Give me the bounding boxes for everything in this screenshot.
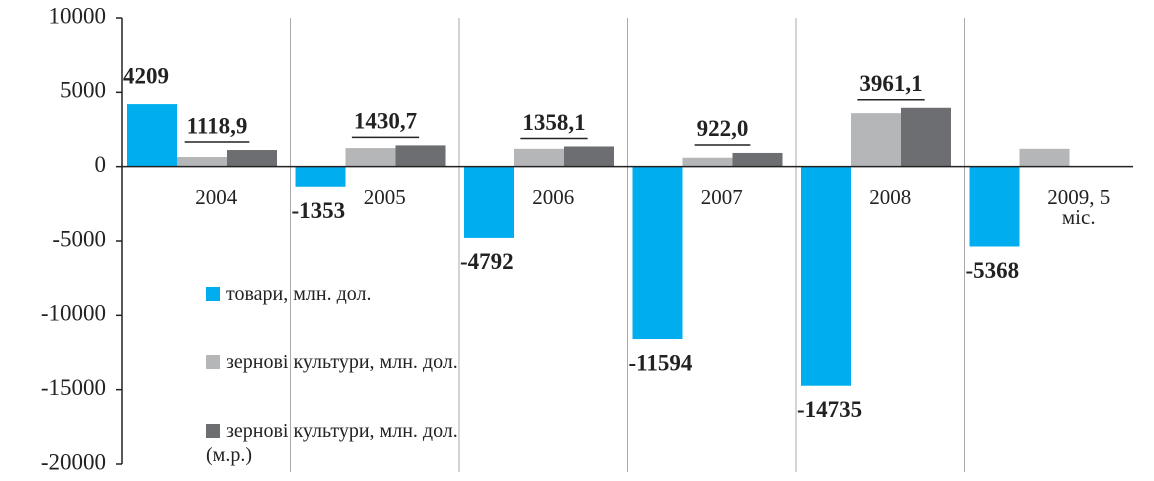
x-tick-label: 2008 — [869, 184, 912, 209]
bar — [345, 148, 396, 167]
y-tick-label: 0 — [95, 152, 107, 177]
y-tick-label: -5000 — [52, 226, 106, 251]
bar — [514, 148, 564, 167]
legend-item: товари, млн. дол. — [206, 282, 606, 306]
legend-label: зернові культури, млн. дол. (м.р.) — [206, 420, 458, 466]
legend-label: товари, млн. дол. — [226, 283, 372, 305]
legend-swatch — [206, 355, 220, 369]
value-label: 4209 — [123, 63, 169, 88]
bar — [464, 166, 514, 238]
value-label: -1353 — [292, 198, 346, 223]
bar — [682, 157, 733, 167]
x-tick-label: 2005 — [363, 184, 406, 209]
y-tick-label: 10000 — [49, 3, 107, 28]
y-tick-label: 5000 — [60, 78, 106, 103]
value-label: 1118,9 — [187, 113, 248, 138]
value-label: 1430,7 — [354, 109, 417, 134]
bar — [395, 145, 446, 167]
legend-item: зернові культури, млн. дол. — [206, 350, 606, 374]
bar — [177, 157, 227, 167]
legend-swatch — [206, 287, 220, 301]
legend-item: зернові культури, млн. дол. (м.р.) — [206, 419, 466, 467]
value-label: 3961,1 — [859, 71, 922, 96]
value-label: -14735 — [797, 397, 862, 422]
bar — [1019, 148, 1070, 167]
bar — [127, 104, 177, 167]
value-label: 1358,1 — [522, 110, 585, 135]
bar — [801, 166, 851, 386]
x-tick-label: 2006 — [532, 184, 575, 209]
bar — [227, 150, 277, 167]
value-label: 922,0 — [697, 116, 749, 141]
y-tick-label: -10000 — [41, 301, 106, 326]
bar — [901, 107, 951, 167]
value-label: -11594 — [629, 350, 693, 375]
x-tick-label: 2007 — [700, 184, 743, 209]
bar — [632, 166, 683, 340]
y-tick-label: -15000 — [41, 375, 106, 400]
value-label: -5368 — [966, 258, 1020, 283]
bar — [969, 166, 1020, 247]
y-tick-label: -20000 — [41, 449, 106, 474]
legend-label: зернові культури, млн. дол. — [226, 351, 458, 373]
x-tick-label: 2009, 5 міс. — [1047, 184, 1111, 229]
legend-swatch — [206, 424, 220, 438]
value-label: -4792 — [460, 249, 514, 274]
bar — [851, 113, 901, 167]
bar — [295, 166, 346, 187]
bar — [564, 146, 614, 167]
x-tick-label: 2004 — [195, 184, 238, 209]
bar — [732, 152, 783, 167]
